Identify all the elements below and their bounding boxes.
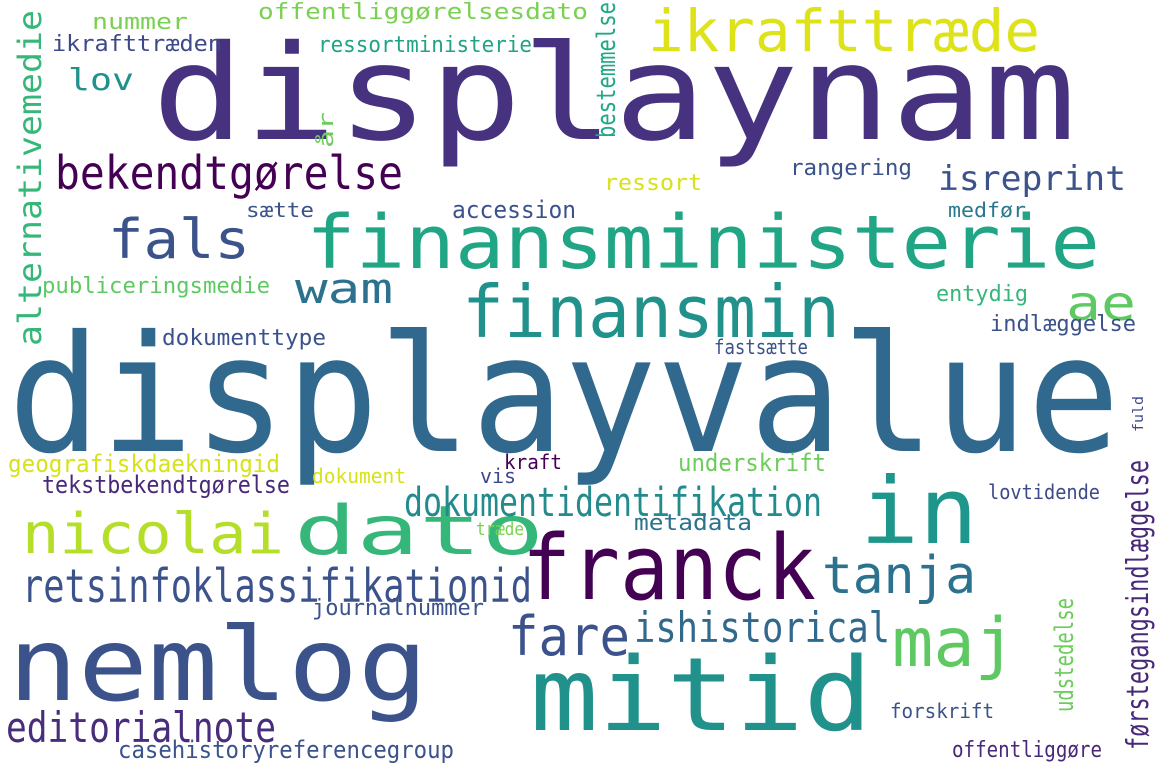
word-ikrafttraeden: ikrafttræden: [52, 32, 222, 57]
word-foerstegangsindlaeggelse: førstegangsindlæggelse: [1121, 460, 1155, 750]
word-franck: franck: [522, 516, 816, 621]
word-nicolai: nicolai: [22, 502, 284, 567]
word-traede: træde: [476, 519, 524, 540]
word-displaynam: displaynam: [152, 17, 1076, 171]
word-wam: wam: [295, 264, 393, 313]
word-maj: maj: [892, 604, 1016, 683]
word-mitid: mitid: [530, 636, 872, 755]
word-forskrift: forskrift: [890, 699, 994, 723]
word-isreprint: isreprint: [938, 159, 1126, 199]
word-geografiskdaekningid: geografiskdaekningid: [8, 450, 280, 478]
word-retsinfoklassifikationid: retsinfoklassifikationid: [22, 559, 532, 613]
word-dato: dato: [294, 492, 544, 571]
word-ikrafttraede: ikrafttræde: [648, 0, 1040, 65]
word-lovtidende: lovtidende: [988, 480, 1100, 504]
word-accession: accession: [452, 196, 576, 224]
word-rangering: rangering: [790, 156, 912, 181]
word-dokumenttype: dokumenttype: [162, 326, 326, 351]
word-lov: lov: [68, 63, 134, 98]
word-nemlog: nemlog: [8, 606, 428, 725]
word-ressortministerie: ressortministerie: [318, 33, 532, 58]
word-kraft: kraft: [504, 450, 562, 474]
word-displayvalue: displayvalue: [8, 302, 1120, 490]
word-ae: ae: [1066, 276, 1136, 332]
word-ishistorical: ishistorical: [634, 603, 890, 652]
word-aar: år: [314, 112, 338, 148]
word-underskrift: underskrift: [678, 449, 826, 477]
word-indlaeggelse: indlæggelse: [990, 312, 1136, 337]
word-medfoer: medfør: [948, 198, 1026, 222]
word-publiceringsmedie: publiceringsmedie: [42, 274, 270, 299]
word-casehistoryreferencegroup: casehistoryreferencegroup: [118, 736, 454, 764]
word-dokumentidentifikation: dokumentidentifikation: [404, 480, 822, 526]
word-journalnummer: journalnummer: [312, 596, 484, 621]
word-udstedelse: udstedelse: [1050, 598, 1080, 712]
word-ressort: ressort: [604, 171, 702, 196]
word-entydig: entydig: [936, 282, 1028, 307]
word-finansmin: finansmin: [462, 270, 840, 354]
word-bestemmelse: bestemmelse: [592, 2, 622, 139]
word-offentliggoere: offentliggøre: [952, 738, 1102, 763]
word-bekendtgoerelse: bekendtgørelse: [55, 146, 403, 200]
word-vis: vis: [480, 464, 516, 488]
word-tekstbekendtgoerelse: tekstbekendtgørelse: [42, 471, 290, 499]
word-fare: fare: [508, 605, 630, 668]
word-editorialnote: editorialnote: [6, 703, 276, 752]
word-in: in: [860, 458, 978, 565]
word-offentliggoerelsesdato: offentliggørelsesdato: [258, 0, 588, 25]
word-fals: fals: [108, 208, 250, 271]
word-nummer: nummer: [92, 10, 188, 35]
word-dokument: dokument: [312, 464, 406, 488]
word-fastsaette: fastsætte: [714, 335, 808, 359]
word-tanja: tanja: [822, 546, 976, 606]
word-metadata: metadata: [634, 511, 752, 536]
word-fuld: fuld: [1131, 396, 1147, 432]
word-saette: sætte: [246, 198, 314, 222]
word-finansministerie: finansministerie: [306, 200, 1100, 286]
